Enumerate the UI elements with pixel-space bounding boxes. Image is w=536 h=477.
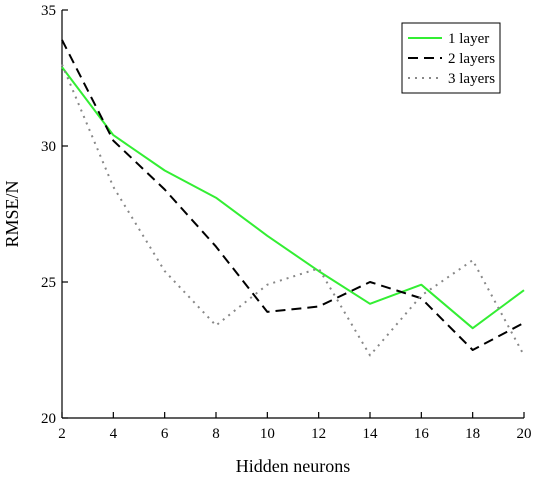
legend-label-1: 1 layer [448, 31, 489, 47]
x-tick-label: 18 [465, 426, 480, 442]
series-line-3 [61, 64, 525, 357]
x-tick-label: 10 [260, 426, 275, 442]
x-axis-title: Hidden neurons [236, 456, 350, 476]
y-tick-label: 35 [41, 3, 56, 19]
legend-box [401, 22, 501, 94]
x-ticks: 2 4 6 8 10 12 14 16 18 20 [58, 412, 532, 442]
x-tick-label: 20 [517, 426, 532, 442]
y-ticks: 20 25 30 35 [41, 3, 68, 427]
x-tick-label: 12 [311, 426, 326, 442]
legend: 1 layer 2 layers 3 layers [401, 22, 501, 94]
y-tick-label: 30 [41, 139, 56, 155]
legend-label-3: 3 layers [448, 71, 495, 87]
x-tick-label: 6 [161, 426, 169, 442]
y-tick-label: 20 [41, 411, 56, 427]
series-lines [61, 39, 525, 357]
axes [61, 10, 524, 419]
x-tick-label: 8 [212, 426, 220, 442]
x-tick-label: 2 [58, 426, 66, 442]
legend-label-2: 2 layers [448, 51, 495, 67]
x-tick-label: 4 [110, 426, 118, 442]
x-tick-label: 14 [363, 426, 379, 442]
series-line-2 [61, 39, 525, 351]
y-axis-title: RMSE/N [2, 180, 22, 247]
series-line-1 [61, 66, 525, 330]
y-tick-label: 25 [41, 275, 56, 291]
x-tick-label: 16 [414, 426, 430, 442]
